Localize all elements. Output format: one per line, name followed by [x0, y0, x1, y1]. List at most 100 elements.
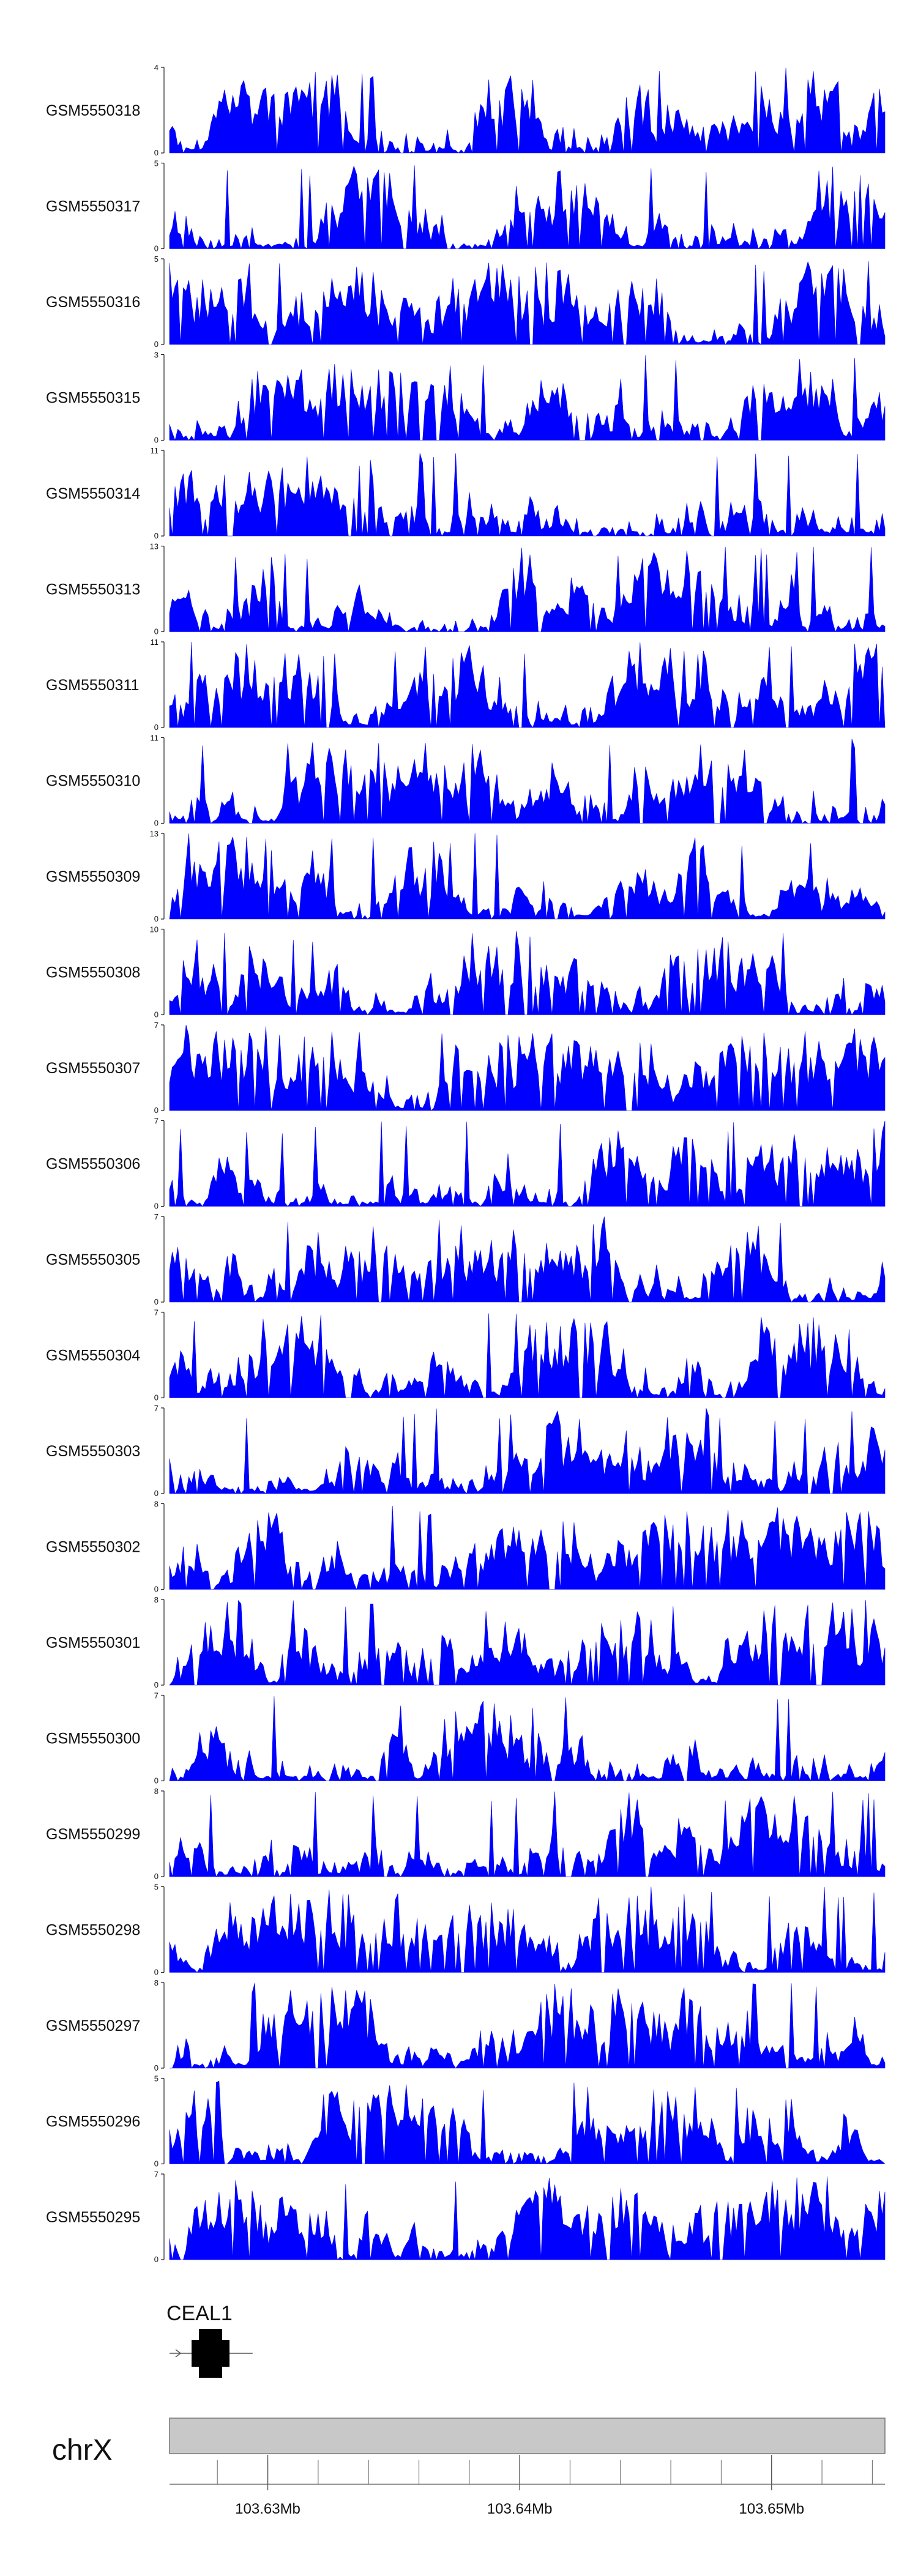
y-tick-label: 13 [150, 829, 159, 838]
coverage-area [169, 931, 886, 1016]
y-tick-label: 5 [154, 159, 159, 168]
track-label: GSM5550303 [46, 1443, 140, 1460]
track-label: GSM5550305 [46, 1251, 140, 1268]
y-tick-label: 0 [154, 148, 159, 157]
track-label: GSM5550297 [46, 2017, 140, 2034]
track-label: GSM5550295 [46, 2209, 140, 2226]
y-tick-label: 0 [154, 1872, 159, 1881]
y-tick-label: 5 [154, 2074, 159, 2083]
y-tick-label: 7 [154, 1308, 159, 1317]
y-tick-label: 8 [154, 1787, 159, 1796]
y-tick-label: 5 [154, 1883, 159, 1892]
coverage-track: GSM5550305 7 0 [46, 1212, 886, 1306]
y-tick-label: 0 [154, 819, 159, 828]
coverage-track: GSM5550310 11 0 [46, 734, 886, 828]
track-label: GSM5550307 [46, 1060, 140, 1077]
coverage-track: GSM5550311 11 0 [46, 638, 886, 732]
track-label: GSM5550300 [46, 1730, 140, 1748]
y-tick-label: 0 [154, 2063, 159, 2072]
gene-label: CEAL1 [166, 2302, 233, 2325]
y-tick-label: 0 [154, 340, 159, 349]
coverage-track: GSM5550295 7 0 [46, 2170, 886, 2264]
coverage-area [169, 1505, 886, 1590]
coverage-area [169, 1025, 886, 1111]
coverage-track: GSM5550306 7 0 [46, 1117, 886, 1211]
y-tick-label: 11 [151, 734, 159, 743]
x-tick-label: 103.63Mb [235, 2501, 300, 2517]
y-tick-label: 7 [154, 1212, 159, 1221]
coverage-track: GSM5550318 4 0 [46, 63, 886, 157]
coverage-track: GSM5550309 13 0 [46, 829, 886, 923]
track-label: GSM5550299 [46, 1826, 140, 1843]
y-tick-label: 13 [150, 542, 159, 551]
coverage-track: GSM5550317 5 0 [46, 159, 886, 253]
y-tick-label: 0 [154, 1010, 159, 1019]
y-tick-label: 0 [154, 1297, 159, 1306]
y-tick-label: 0 [154, 914, 159, 923]
gene-exon [199, 2329, 222, 2378]
y-tick-label: 0 [154, 1393, 159, 1402]
y-tick-label: 0 [154, 2255, 159, 2264]
coverage-track: GSM5550300 7 0 [46, 1691, 886, 1785]
chromosome-ideogram: chrX [52, 2418, 886, 2466]
track-label: GSM5550306 [46, 1156, 140, 1173]
coverage-area [169, 1600, 886, 1686]
coverage-area [169, 2080, 886, 2165]
coverage-area [169, 261, 886, 345]
y-tick-label: 8 [154, 1978, 159, 1987]
coverage-area [169, 1313, 886, 1399]
gene-annotation-track: CEAL1 [166, 2302, 253, 2378]
coverage-area [169, 165, 886, 250]
coverage-area [169, 2176, 886, 2261]
track-label: GSM5550308 [46, 964, 140, 981]
track-label: GSM5550316 [46, 294, 140, 311]
y-tick-label: 3 [154, 351, 159, 360]
coverage-area [169, 1696, 886, 1782]
y-tick-label: 7 [154, 1117, 159, 1126]
track-label: GSM5550318 [46, 102, 140, 119]
y-tick-label: 0 [154, 1585, 159, 1594]
coverage-track: GSM5550313 13 0 [46, 542, 886, 636]
coverage-tracks: GSM555031840GSM555031750GSM555031650GSM5… [46, 63, 886, 2264]
track-label: GSM5550304 [46, 1347, 140, 1364]
track-label: GSM5550309 [46, 868, 140, 885]
coverage-track: GSM5550315 3 0 [46, 351, 886, 445]
track-label: GSM5550301 [46, 1634, 140, 1651]
y-tick-label: 0 [154, 1968, 159, 1977]
y-tick-label: 4 [154, 63, 159, 72]
coverage-track: GSM5550316 5 0 [46, 255, 886, 349]
track-label: GSM5550310 [46, 773, 140, 790]
track-label: GSM5550311 [46, 677, 139, 694]
coverage-area [169, 67, 886, 154]
coverage-track: GSM5550299 8 0 [46, 1787, 886, 1881]
y-tick-label: 8 [154, 1500, 159, 1509]
coverage-area [169, 641, 886, 728]
x-tick-label: 103.65Mb [739, 2501, 804, 2517]
coverage-area [169, 1216, 886, 1303]
y-tick-label: 10 [150, 925, 159, 934]
coverage-area [169, 739, 886, 824]
track-label: GSM5550313 [46, 581, 140, 598]
x-tick-label: 103.64Mb [487, 2501, 553, 2517]
y-tick-label: 0 [154, 531, 159, 540]
coverage-area [169, 833, 886, 920]
y-tick-label: 0 [154, 1680, 159, 1689]
y-tick-label: 7 [154, 1691, 159, 1700]
y-tick-label: 0 [154, 723, 159, 732]
y-tick-label: 0 [154, 1202, 159, 1211]
y-tick-label: 8 [154, 1595, 159, 1604]
y-tick-label: 7 [154, 1404, 159, 1413]
coverage-track: GSM5550314 11 0 [46, 446, 886, 540]
track-label: GSM5550315 [46, 390, 140, 407]
chromosome-label: chrX [52, 2434, 113, 2466]
coverage-area [169, 546, 886, 633]
coverage-track: GSM5550301 8 0 [46, 1595, 886, 1689]
y-tick-label: 0 [154, 2159, 159, 2168]
coverage-area [169, 355, 886, 441]
y-tick-label: 5 [154, 255, 159, 264]
y-tick-label: 0 [154, 1776, 159, 1785]
coverage-track: GSM5550304 7 0 [46, 1308, 886, 1402]
coverage-area [169, 1408, 886, 1494]
chromosome-band [169, 2418, 886, 2454]
coverage-track: GSM5550307 7 0 [46, 1021, 886, 1115]
